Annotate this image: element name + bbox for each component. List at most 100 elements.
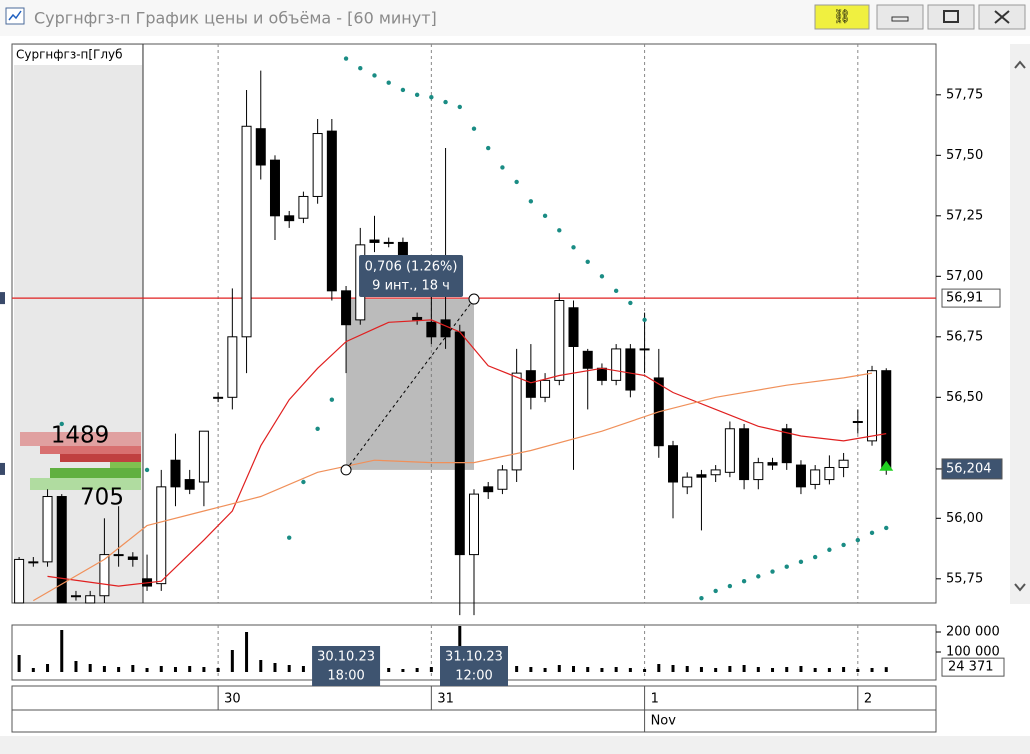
sar-dot (599, 274, 605, 279)
volume-bar (714, 668, 718, 672)
volume-bar (756, 667, 760, 672)
candle-body (625, 348, 636, 391)
candle-body (284, 215, 295, 222)
candle-body (753, 462, 764, 481)
candle-body (412, 316, 423, 321)
price-line-label-bg (941, 288, 1001, 308)
link-button[interactable] (814, 4, 870, 30)
candle-body (426, 321, 437, 338)
y-tick-label: 57,00 (946, 269, 983, 284)
volume-bar (31, 668, 35, 672)
link-icon: ⛓ (833, 9, 851, 25)
volume-bar (586, 667, 590, 672)
candle-body (824, 466, 835, 481)
volume-bar (515, 666, 519, 672)
crosshair-label: 18:00 (327, 669, 364, 684)
candle-body (668, 445, 679, 483)
volume-bar (600, 668, 604, 672)
sar-dot (343, 56, 349, 61)
candle-body (156, 486, 167, 585)
candle-body (810, 469, 821, 485)
volume-bar (245, 632, 249, 672)
last-price-label: 56,204 (946, 461, 992, 476)
sar-dot (372, 73, 377, 78)
candle-body (497, 469, 508, 490)
depth-ask-volume: 1489 (51, 423, 110, 449)
volume-bar (728, 666, 732, 672)
volume-bar (870, 668, 874, 672)
candle-body (85, 595, 96, 604)
candle-body (213, 396, 224, 399)
x-tick-label: 1 (651, 692, 659, 707)
volume-bar (216, 668, 220, 672)
maximize-button[interactable] (927, 4, 975, 30)
candle-body (326, 130, 337, 292)
volume-bar (628, 668, 632, 672)
volume-bar (643, 669, 647, 672)
candle-body (554, 300, 565, 381)
measure-label: 9 инт., 18 ч (372, 279, 450, 294)
candle-body (739, 428, 750, 481)
measure-label-bg (359, 255, 464, 297)
volume-bar (301, 666, 305, 672)
x-tick-label: 30 (224, 692, 241, 707)
sar-dot (642, 317, 647, 323)
x-tick-label: 2 (864, 692, 872, 707)
sar-dot (812, 554, 818, 560)
sar-dot (784, 564, 789, 569)
volume-bar (117, 667, 121, 672)
candle-body (113, 554, 124, 557)
candle-body (511, 372, 522, 471)
sar-dot (329, 397, 335, 402)
candle-body (99, 554, 110, 597)
volume-bar (145, 668, 149, 672)
sar-dot (386, 80, 391, 85)
depth-bid-volume: 705 (80, 485, 124, 511)
last-price-marker (0, 462, 5, 475)
volume-bar (173, 667, 177, 672)
sar-dot (713, 588, 718, 594)
volume-bar (614, 667, 618, 672)
moving-average (47, 319, 887, 587)
sar-dot (855, 537, 861, 543)
volume-bar (387, 668, 391, 672)
volume-bar (46, 664, 50, 672)
horizontal-scrollbar[interactable] (0, 736, 1030, 750)
y-tick-label: 56,75 (946, 329, 983, 344)
y-tick-label: 55,75 (946, 571, 983, 586)
candle-body (852, 421, 863, 424)
scroll-down[interactable] (1014, 583, 1026, 592)
candle-body (227, 336, 238, 398)
volume-y-tick-label: 200 000 (946, 625, 1000, 640)
vertical-scrollbar[interactable] (1010, 44, 1030, 604)
sar-dot (571, 245, 576, 250)
y-tick-label: 57,75 (946, 87, 983, 102)
volume-bar (671, 665, 675, 672)
candle-body (56, 496, 67, 604)
candle-body (781, 428, 792, 464)
candle-body (639, 348, 650, 351)
volume-bar (884, 667, 888, 672)
volume-bar (529, 667, 533, 672)
instrument-label: Сургнфгз-п[Глуб (16, 48, 123, 62)
sar-dot (443, 99, 448, 105)
candle-body (198, 430, 209, 483)
volume-bar (202, 667, 206, 672)
price-line-label: 56,91 (946, 291, 983, 306)
sar-dot (429, 95, 434, 100)
instrument-label-bg (14, 45, 142, 65)
volume-bar (856, 669, 860, 672)
crosshair-label: 12:00 (455, 669, 492, 684)
volume-bar (429, 667, 433, 672)
sar-dot (514, 179, 519, 185)
scroll-up[interactable] (1014, 60, 1026, 69)
candle-body (184, 479, 195, 490)
candle-body (383, 241, 394, 244)
volume-bar (742, 665, 746, 672)
volume-bar (415, 668, 419, 672)
sar-dot (542, 213, 548, 219)
candle-body (696, 474, 707, 478)
volume-last-label-bg (941, 657, 1005, 677)
sar-dot (841, 542, 846, 548)
sar-dot (287, 535, 292, 540)
